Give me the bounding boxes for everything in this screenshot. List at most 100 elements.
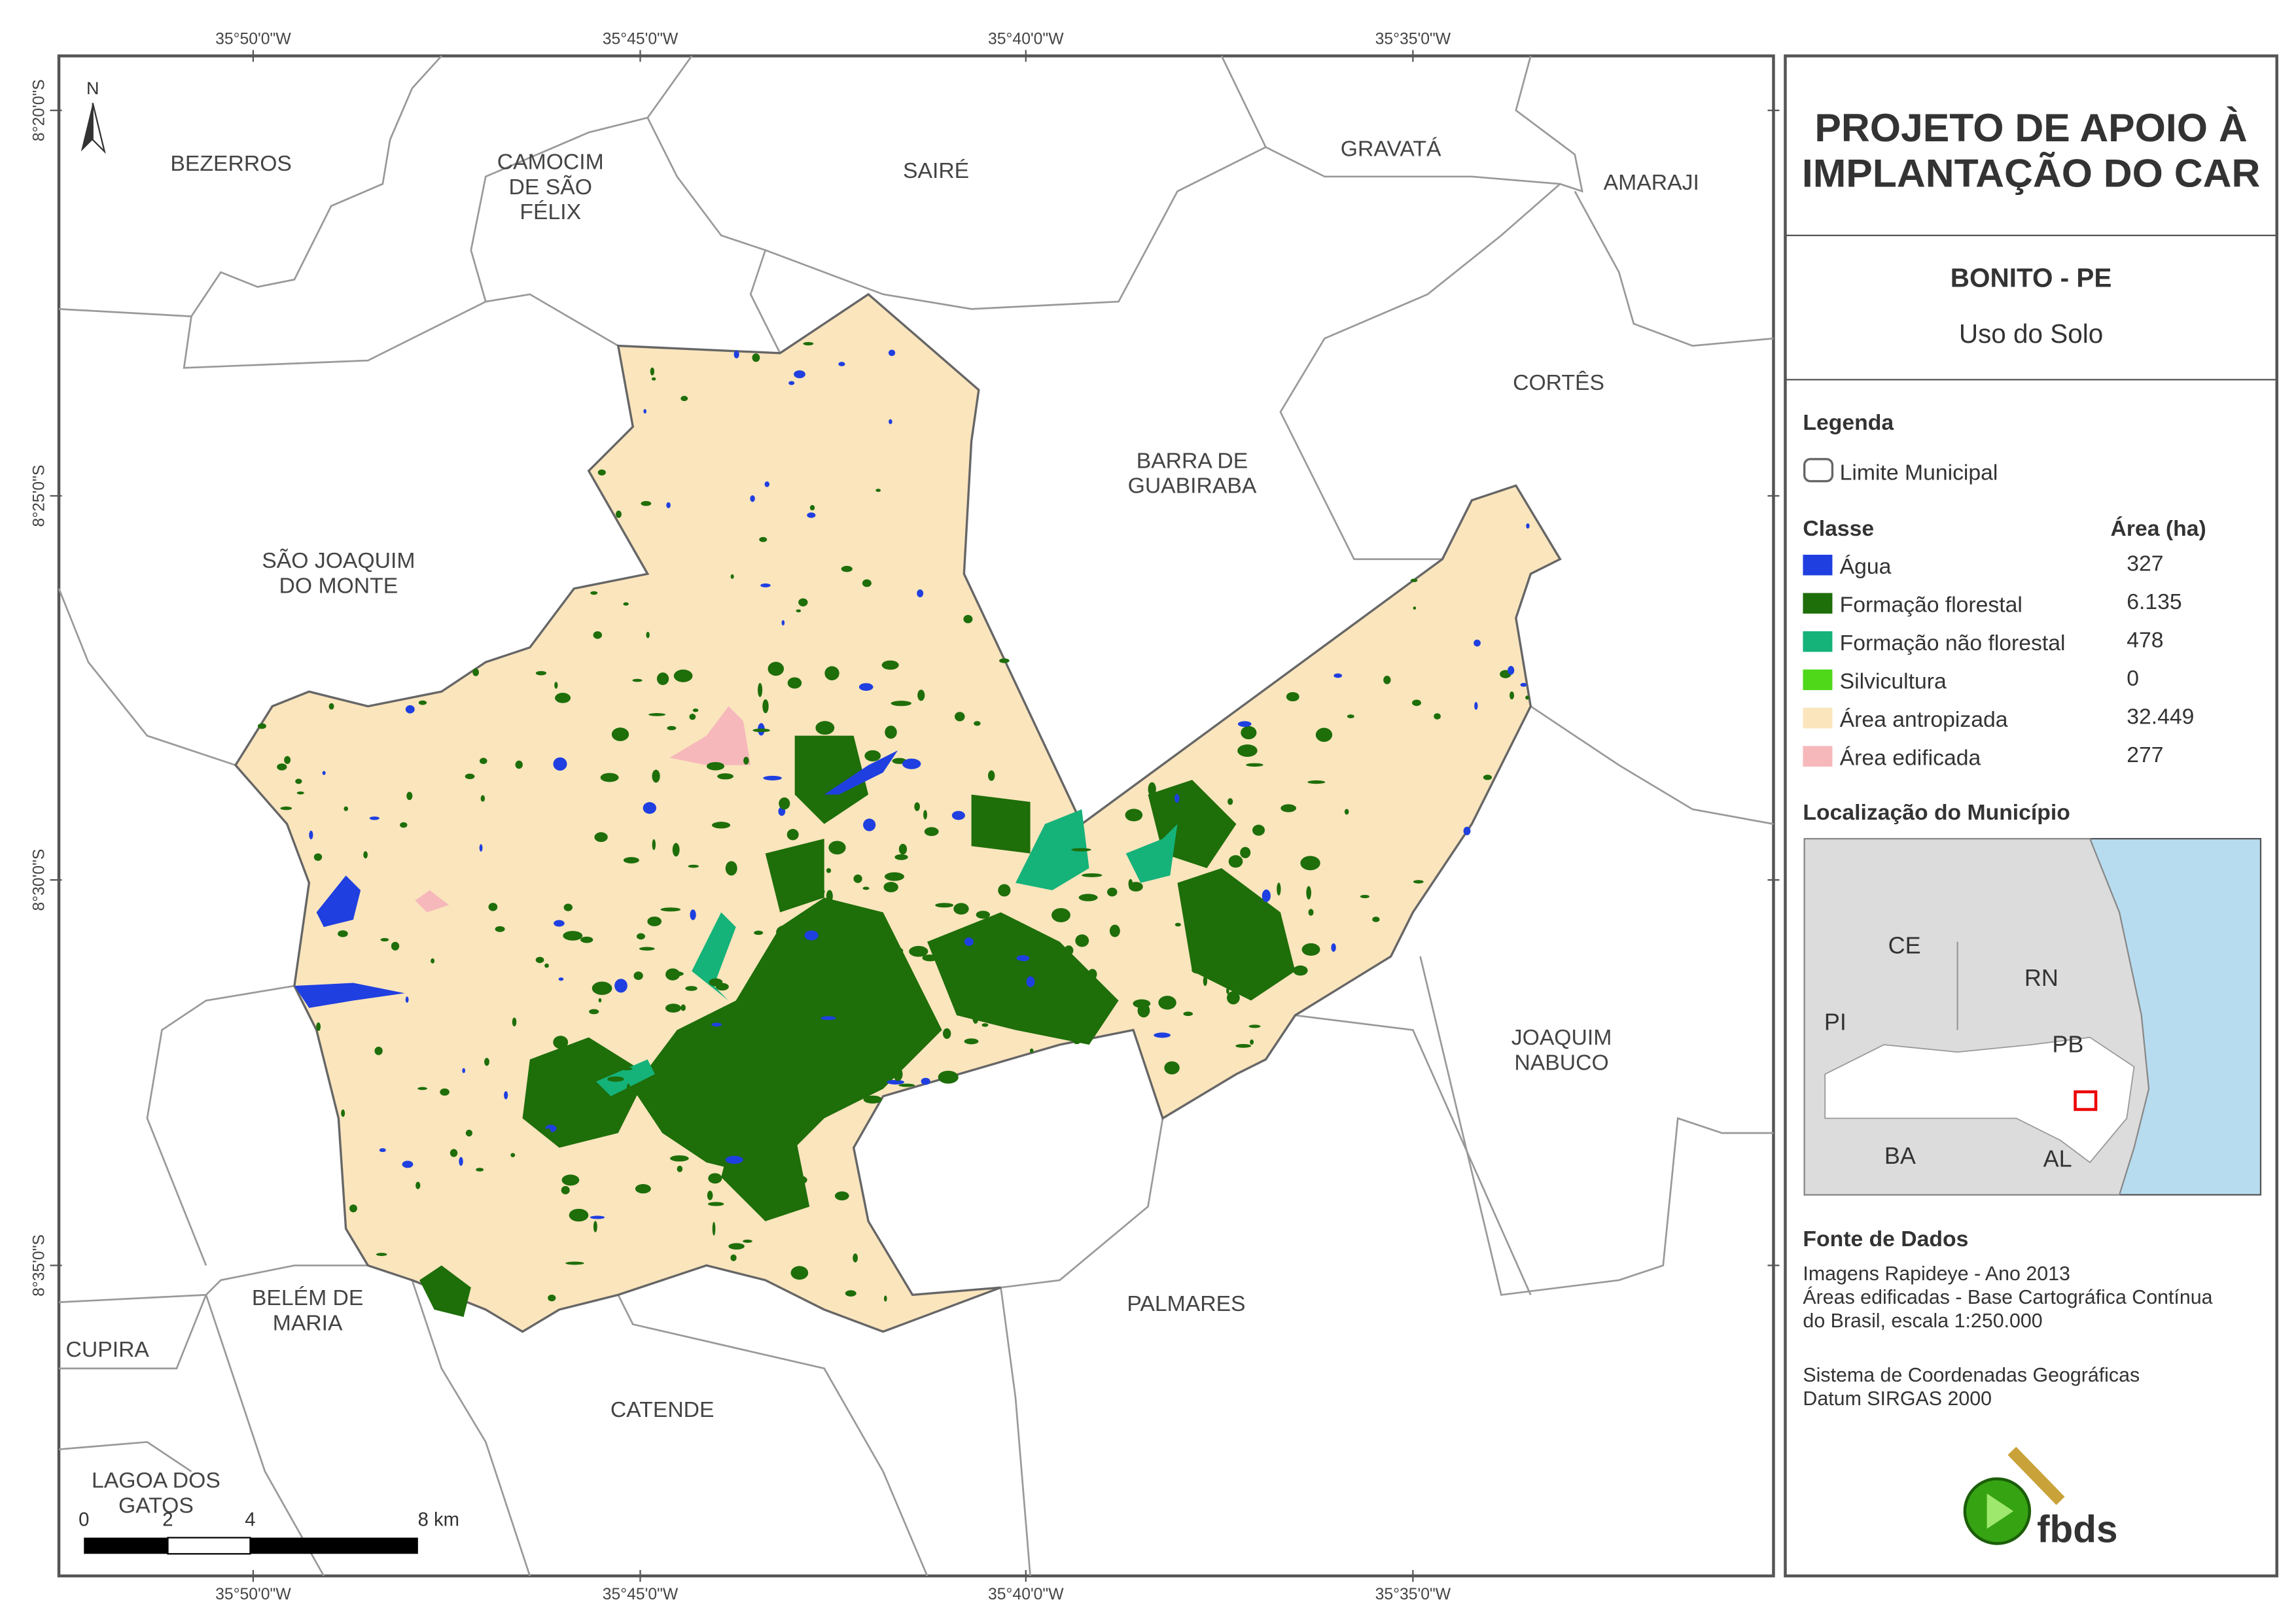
- patch: [905, 1019, 919, 1034]
- patch: [725, 861, 737, 876]
- patch: [798, 598, 808, 606]
- municipal-boundaries: [58, 55, 1774, 1577]
- patch: [1192, 966, 1205, 974]
- patch: [834, 1191, 849, 1201]
- patch: [728, 1243, 745, 1250]
- class-name: Água: [1840, 554, 1892, 579]
- patch: [1280, 804, 1297, 812]
- patch: [898, 1083, 915, 1087]
- patch: [676, 1048, 683, 1056]
- patch: [597, 469, 606, 476]
- patch: [554, 682, 558, 689]
- longitude-label: 35°45'0"W: [603, 30, 679, 48]
- patch: [1360, 894, 1369, 899]
- patch: [1412, 699, 1421, 707]
- patch: [712, 822, 731, 829]
- patch: [459, 1157, 463, 1166]
- municipality-label: CORTÊS: [1513, 370, 1604, 395]
- patch: [963, 614, 973, 623]
- patch: [725, 1155, 743, 1164]
- patch: [465, 773, 475, 780]
- patch: [982, 960, 987, 971]
- patch: [765, 1096, 780, 1102]
- longitude-label: 35°35'0"W: [1375, 1586, 1451, 1603]
- patch: [623, 857, 639, 864]
- patch: [938, 1070, 959, 1084]
- patch: [565, 1261, 584, 1265]
- patch: [1301, 943, 1320, 956]
- latitude-label: 8°35'0"S: [31, 1234, 48, 1297]
- patch: [1199, 961, 1217, 968]
- municipality-label: GUABIRABA: [1128, 474, 1257, 498]
- patch: [344, 806, 349, 811]
- class-swatch: [1803, 631, 1833, 652]
- patch: [641, 500, 652, 506]
- patch: [862, 886, 870, 890]
- patch: [672, 843, 680, 857]
- patch: [1082, 873, 1103, 877]
- patch: [1252, 824, 1265, 836]
- patch: [899, 1008, 910, 1020]
- patch: [1333, 673, 1343, 678]
- patch: [561, 1174, 580, 1186]
- patch: [752, 728, 770, 733]
- patch: [472, 668, 480, 676]
- patch: [1240, 846, 1251, 858]
- patch: [635, 1184, 651, 1194]
- patch: [888, 349, 896, 357]
- patch: [743, 756, 749, 765]
- patch: [632, 678, 643, 682]
- patch: [515, 760, 523, 769]
- patch: [341, 1109, 345, 1117]
- patch: [883, 947, 904, 955]
- patch: [1174, 922, 1181, 927]
- municipality-label: JOAQUIM: [1511, 1025, 1612, 1050]
- patch: [788, 381, 795, 385]
- patch: [689, 714, 696, 720]
- patch: [758, 683, 763, 697]
- patch: [593, 1221, 597, 1232]
- patch: [1137, 1003, 1150, 1018]
- patch: [1080, 1021, 1087, 1036]
- municipality-label: AMARAJI: [1604, 170, 1699, 195]
- patch: [1228, 855, 1243, 868]
- patch: [643, 409, 646, 414]
- longitude-label: 35°40'0"W: [988, 30, 1064, 48]
- patch: [380, 937, 389, 942]
- patch: [666, 502, 671, 508]
- class-header: Classe: [1803, 516, 1874, 541]
- patch: [686, 1138, 699, 1149]
- patch: [639, 947, 655, 951]
- municipality-label: SÃO JOAQUIM: [262, 548, 415, 573]
- patch: [921, 1077, 930, 1085]
- patch: [593, 631, 603, 639]
- patch: [838, 362, 845, 366]
- patch: [794, 370, 805, 379]
- patch: [620, 1067, 633, 1071]
- patch: [1154, 1032, 1171, 1038]
- longitude-label: 35°50'0"W: [215, 30, 291, 48]
- class-area: 277: [2127, 742, 2163, 767]
- patch: [673, 669, 693, 682]
- patch: [707, 1202, 724, 1206]
- patch: [484, 1058, 489, 1066]
- patch: [690, 909, 696, 920]
- latitude-label: 8°30'0"S: [31, 849, 48, 911]
- patch: [510, 1153, 516, 1157]
- scale-label: 4: [245, 1510, 255, 1531]
- patch: [953, 903, 969, 915]
- patch: [796, 609, 802, 613]
- patch: [964, 1038, 979, 1045]
- north-label: N: [86, 79, 99, 98]
- patch: [708, 1173, 722, 1184]
- patch: [943, 1028, 951, 1039]
- municipality-label: GATOS: [118, 1493, 194, 1518]
- patch: [652, 839, 656, 850]
- patch: [1226, 986, 1229, 994]
- patch: [680, 396, 688, 402]
- patch: [853, 1253, 858, 1263]
- patch: [567, 931, 580, 939]
- patch: [1230, 912, 1243, 919]
- patch: [450, 1149, 458, 1157]
- patch: [1148, 782, 1156, 797]
